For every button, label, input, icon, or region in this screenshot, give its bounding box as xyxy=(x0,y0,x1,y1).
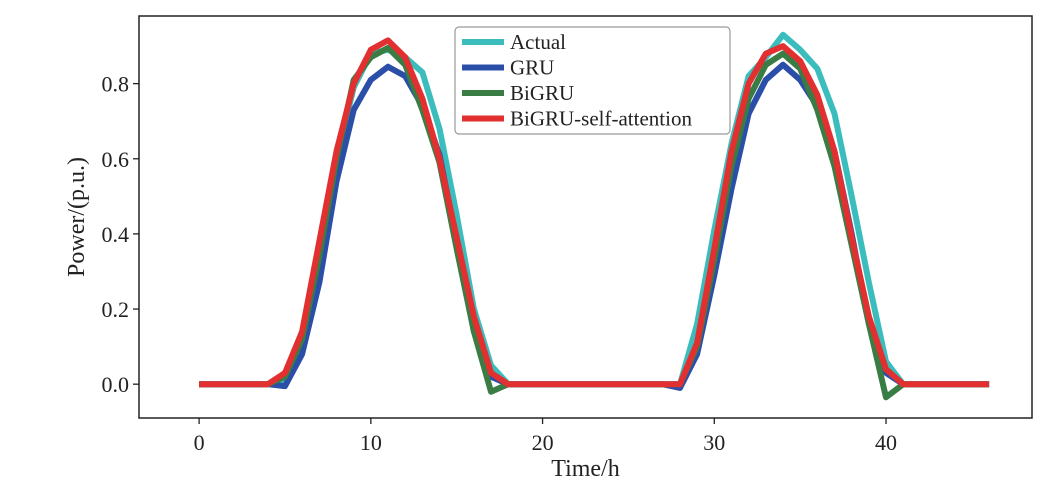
series-layer xyxy=(199,31,990,401)
x-tick-label: 20 xyxy=(532,430,554,455)
legend-label-bigru: BiGRU xyxy=(510,81,574,105)
x-tick-label: 40 xyxy=(875,430,897,455)
y-tick-label: 0.0 xyxy=(102,372,130,397)
axes-layer: 0 10 20 30 40 0.0 0.2 0.4 0.6 0.8 xyxy=(102,72,898,455)
legend-box xyxy=(454,26,731,135)
x-axis-label: Time/h xyxy=(551,456,619,482)
x-tick-label: 30 xyxy=(703,430,725,455)
y-tick-label: 0.8 xyxy=(102,72,130,97)
legend-label-bigru-self-attention: BiGRU-self-attention xyxy=(510,107,692,131)
legend-label-actual: Actual xyxy=(510,30,566,54)
y-tick-label: 0.6 xyxy=(102,147,130,172)
x-tick-label: 0 xyxy=(194,430,205,455)
series-line-bigru-self-attention xyxy=(199,37,990,388)
y-axis-label: Power/(p.u.) xyxy=(64,157,90,277)
plot-frame xyxy=(138,15,1033,419)
x-tick-label: 10 xyxy=(360,430,382,455)
y-tick-label: 0.4 xyxy=(102,222,130,247)
legend-label-gru: GRU xyxy=(510,56,554,80)
y-tick-label: 0.2 xyxy=(102,297,130,322)
